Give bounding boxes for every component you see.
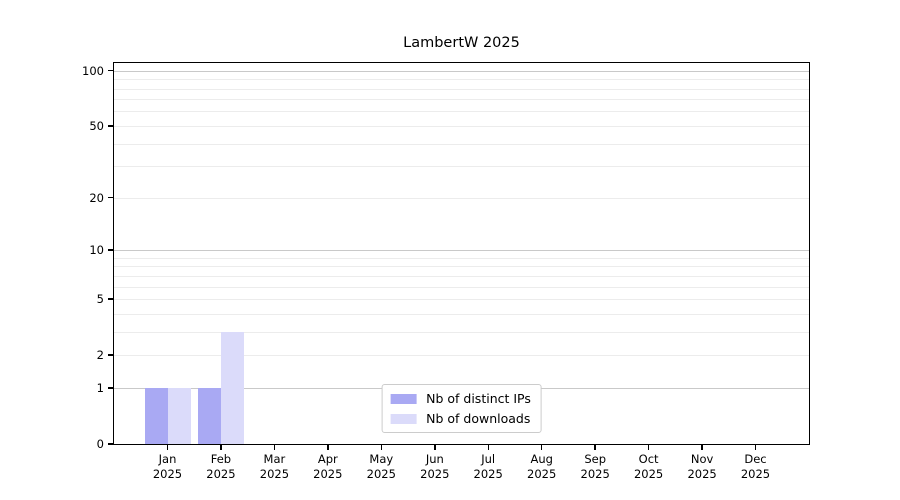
- y-tick-label: 10: [89, 243, 104, 257]
- x-tick-label: Apr 2025: [296, 452, 360, 482]
- y-tick-label: 5: [96, 292, 104, 306]
- x-tick-mark: [701, 445, 703, 450]
- x-tick-year: 2025: [259, 467, 290, 481]
- x-tick-month: Nov: [690, 452, 714, 466]
- x-tick-label: Dec 2025: [724, 452, 788, 482]
- x-tick-year: 2025: [740, 467, 771, 481]
- legend-label-distinct-ips: Nb of distinct IPs: [426, 391, 531, 406]
- chart-title: LambertW 2025: [403, 35, 520, 51]
- y-tick-label: 0: [96, 437, 104, 451]
- x-tick-label: Sep 2025: [563, 452, 627, 482]
- minor-gridline: [114, 99, 809, 101]
- x-tick-year: 2025: [580, 467, 610, 481]
- x-tick-mark: [220, 445, 222, 450]
- y-tick-mark: [108, 196, 113, 199]
- x-tick-label: Nov 2025: [670, 452, 734, 482]
- legend: Nb of distinct IPs Nb of downloads: [381, 384, 542, 433]
- x-tick-month: Jun: [425, 452, 444, 466]
- legend-label-downloads: Nb of downloads: [426, 411, 531, 426]
- x-tick-label: Jul 2025: [456, 452, 520, 482]
- x-tick-month: Oct: [638, 452, 659, 466]
- legend-swatch-distinct-ips: [390, 393, 417, 404]
- plot-area: Nb of distinct IPs Nb of downloads: [113, 62, 810, 445]
- x-tick-mark: [540, 445, 543, 450]
- bar-distinct-ips: [197, 387, 221, 444]
- x-tick-mark: [754, 445, 757, 450]
- minor-gridline: [114, 88, 809, 90]
- major-gridline: [114, 70, 809, 72]
- bar-downloads: [220, 331, 244, 444]
- minor-gridline: [114, 125, 809, 127]
- minor-gridline: [114, 143, 809, 145]
- x-tick-year: 2025: [152, 467, 183, 481]
- y-tick-mark: [108, 249, 113, 251]
- x-tick-label: May 2025: [349, 452, 413, 482]
- y-tick-mark: [108, 443, 113, 445]
- x-tick-label: Jan 2025: [136, 452, 200, 482]
- y-tick-label: 100: [82, 63, 104, 78]
- minor-gridline: [114, 197, 809, 199]
- legend-swatch-downloads: [390, 413, 417, 424]
- legend-item: Nb of distinct IPs: [390, 391, 531, 406]
- minor-gridline: [114, 286, 809, 288]
- legend-item: Nb of downloads: [390, 411, 531, 426]
- y-tick-label: 1: [96, 380, 104, 395]
- x-tick-mark: [487, 445, 489, 450]
- x-tick-mark: [647, 445, 650, 450]
- minor-gridline: [114, 79, 809, 81]
- minor-gridline: [114, 111, 809, 113]
- x-tick-year: 2025: [420, 467, 450, 481]
- y-tick-label: 20: [89, 190, 104, 205]
- x-tick-year: 2025: [366, 467, 396, 481]
- x-tick-label: Oct 2025: [617, 452, 681, 482]
- x-tick-label: Mar 2025: [242, 452, 306, 482]
- x-tick-month: Dec: [744, 452, 767, 466]
- minor-gridline: [114, 266, 809, 268]
- x-tick-month: Aug: [530, 452, 553, 466]
- x-tick-mark: [434, 445, 436, 450]
- minor-gridline: [114, 331, 809, 333]
- y-tick-label: 2: [96, 348, 104, 363]
- x-tick-month: Feb: [210, 452, 232, 466]
- minor-gridline: [114, 313, 809, 315]
- x-tick-mark: [273, 445, 276, 450]
- x-tick-month: Mar: [263, 452, 286, 466]
- x-tick-month: Jan: [158, 452, 177, 466]
- x-tick-mark: [327, 445, 329, 450]
- x-tick-month: Jul: [481, 452, 496, 466]
- minor-gridline: [114, 166, 809, 168]
- bar-downloads: [167, 387, 191, 444]
- y-tick-mark: [108, 387, 113, 389]
- x-tick-year: 2025: [687, 467, 717, 481]
- x-tick-year: 2025: [473, 467, 503, 481]
- x-tick-month: Sep: [584, 452, 607, 466]
- x-tick-label: Feb 2025: [189, 452, 253, 482]
- y-tick-mark: [108, 298, 113, 300]
- x-tick-mark: [594, 445, 596, 450]
- x-tick-year: 2025: [527, 467, 557, 481]
- y-tick-mark: [108, 354, 113, 356]
- x-tick-mark: [380, 445, 383, 450]
- y-tick-label: 50: [89, 118, 104, 133]
- bar-distinct-ips: [144, 387, 168, 444]
- x-tick-month: May: [369, 452, 394, 466]
- minor-gridline: [114, 299, 809, 300]
- x-tick-mark: [166, 445, 169, 450]
- minor-gridline: [114, 275, 809, 277]
- major-gridline: [114, 250, 809, 251]
- minor-gridline: [114, 355, 809, 357]
- y-tick-mark: [108, 69, 113, 72]
- x-tick-month: Apr: [317, 452, 338, 466]
- x-tick-label: Aug 2025: [510, 452, 574, 482]
- x-tick-label: Jun 2025: [403, 452, 467, 482]
- minor-gridline: [114, 257, 809, 259]
- x-tick-year: 2025: [313, 467, 343, 481]
- y-tick-mark: [108, 125, 113, 127]
- x-tick-year: 2025: [206, 467, 236, 481]
- x-tick-year: 2025: [633, 467, 664, 481]
